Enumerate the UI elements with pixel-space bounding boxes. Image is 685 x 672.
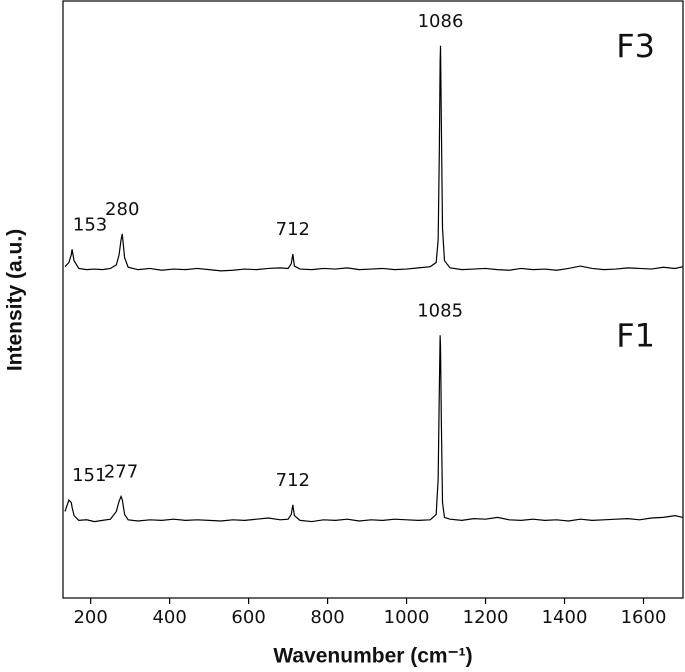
spectrum-line [64, 45, 684, 272]
peak-label: 151 [72, 465, 106, 486]
series-label: F3 [616, 27, 655, 65]
x-tick-label: 200 [73, 607, 107, 628]
x-tick-label: 800 [310, 607, 344, 628]
peak-label: 153 [73, 214, 107, 235]
peak-label: 712 [276, 470, 310, 491]
x-axis-title: Wavenumber (cm⁻¹) [273, 645, 472, 668]
plot-frame [62, 0, 684, 599]
x-tick-label: 600 [231, 607, 265, 628]
x-tick-label: 1200 [463, 607, 509, 628]
x-tick-label: 1400 [542, 607, 588, 628]
peak-label: 712 [276, 219, 310, 240]
peak-label: 280 [105, 199, 139, 220]
x-tick-label: 400 [152, 607, 186, 628]
series-label: F1 [616, 316, 655, 354]
spectrum-line [64, 335, 684, 523]
peak-label: 1085 [417, 300, 463, 321]
peak-label: 277 [104, 462, 138, 483]
x-tick-label: 1600 [621, 607, 667, 628]
y-axis-title: Intensity (a.u.) [4, 229, 27, 371]
peak-label: 1086 [418, 11, 464, 32]
x-tick-label: 1000 [384, 607, 430, 628]
